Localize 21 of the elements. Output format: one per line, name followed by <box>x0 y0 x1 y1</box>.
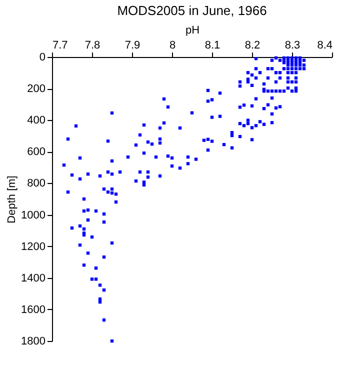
x-tick-label: 8.3 <box>284 40 300 52</box>
x-tick-label: 8.1 <box>204 40 220 52</box>
x-tick-label: 8.4 <box>317 40 332 52</box>
y-axis-title: Depth [m] <box>6 176 18 224</box>
x-tick-label: 8.2 <box>244 40 260 52</box>
x-tick-label: 8 <box>169 40 176 52</box>
y-tick-label: 400 <box>27 114 46 127</box>
x-axis-title: pH <box>185 24 200 36</box>
y-tick-label: 200 <box>27 83 46 96</box>
x-tick-label: 7.8 <box>84 40 100 52</box>
chart-title: MODS2005 in June, 1966 <box>117 3 267 18</box>
y-tick-label: 1000 <box>21 209 46 222</box>
x-tick-label: 7.9 <box>124 40 140 52</box>
y-tick-label: 800 <box>27 178 46 190</box>
y-tick-label: 0 <box>39 52 46 64</box>
x-tick-label: 7.7 <box>52 40 68 52</box>
y-tick-label: 1600 <box>21 304 46 316</box>
y-tick-label: 600 <box>27 146 46 158</box>
y-tick-label: 1800 <box>21 336 46 348</box>
y-tick-label: 1200 <box>21 240 46 253</box>
y-tick-label: 1400 <box>21 272 46 284</box>
